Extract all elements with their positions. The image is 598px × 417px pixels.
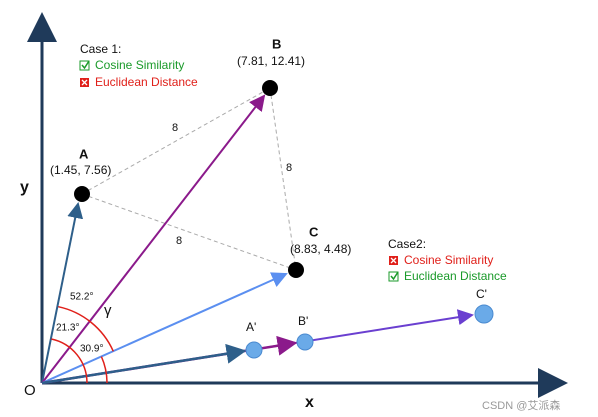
point-a-prime [245,341,263,359]
y-axis-label: y [20,179,29,196]
point-c [288,262,304,278]
point-b-prime [296,333,314,351]
vector-b [41,94,266,384]
cross-mark [81,79,88,86]
vector-a [41,202,84,384]
point-label: A' [246,320,256,334]
point-coords: (7.81, 12.41) [237,54,305,68]
angle-label: 52.2° [70,292,93,303]
check-mark [390,271,399,281]
distance-lines [81,87,297,271]
point-label: C [309,224,319,239]
origin-label: O [24,382,36,399]
case-item: Cosine Similarity [95,58,184,72]
watermark: CSDN @艾派森 [482,398,560,412]
point-b [262,80,278,96]
angle-label: γ [104,302,112,319]
case-item: Cosine Similarity [404,253,493,267]
case-title: Case 1: [80,42,121,56]
point-label: B [272,36,281,51]
point-c-prime [474,304,494,324]
point-coords: (8.83, 4.48) [290,242,351,256]
cross-mark [390,257,397,264]
point-label: C' [476,287,487,301]
case-title: Case2: [388,237,426,251]
case-item: Euclidean Distance [95,75,198,89]
point-label: A [79,146,89,161]
distance-label: 8 [286,162,292,174]
check-icon [388,271,399,282]
point-coords: (1.45, 7.56) [50,163,111,177]
check-mark [81,60,90,70]
case-item: Euclidean Distance [404,269,507,283]
vector-a-prime [41,343,247,385]
point-a [74,186,90,202]
check-icon [79,60,90,71]
distance-label: 8 [176,235,182,247]
x-axis-label: x [305,394,314,411]
point-label: B' [298,314,308,328]
angle-arcs [51,305,114,384]
distance-label: 8 [172,122,178,134]
angle-label: 21.3° [56,323,79,334]
angle-label: 30.9° [80,344,103,355]
